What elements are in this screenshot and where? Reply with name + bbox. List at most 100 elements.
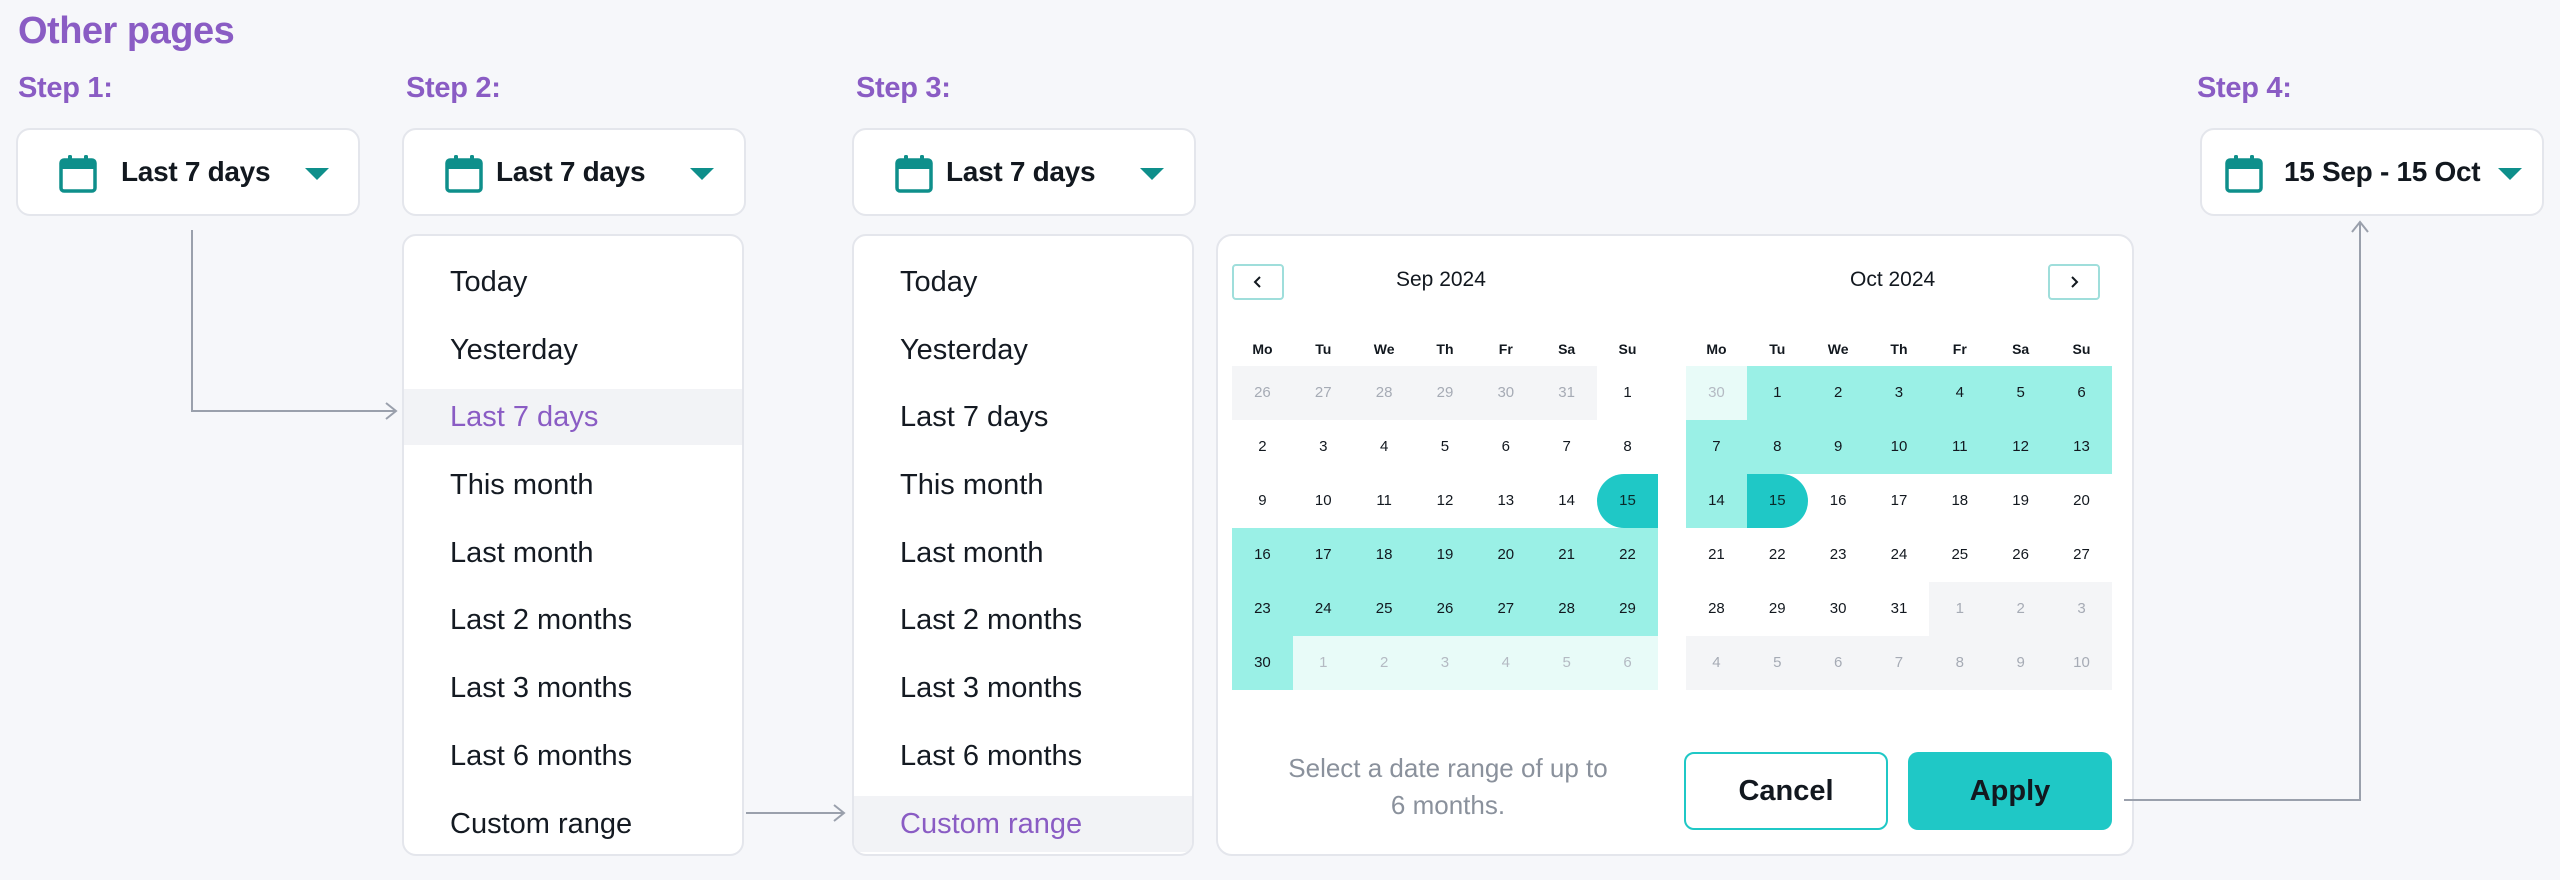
day-cell[interactable]: 29 bbox=[1597, 582, 1658, 636]
day-cell[interactable]: 23 bbox=[1232, 582, 1293, 636]
day-cell[interactable]: 11 bbox=[1376, 492, 1392, 509]
preset-item[interactable]: Custom range bbox=[854, 795, 1192, 852]
day-cell[interactable]: 4 bbox=[1929, 366, 1991, 420]
preset-item[interactable]: Last month bbox=[450, 536, 594, 569]
day-cell[interactable]: 30 bbox=[1686, 366, 1747, 420]
day-cell[interactable]: 10 bbox=[1868, 420, 1930, 474]
preset-item[interactable]: This month bbox=[900, 469, 1044, 502]
next-month-button[interactable] bbox=[2048, 264, 2100, 300]
day-cell[interactable]: 26 bbox=[1414, 582, 1476, 636]
step-3-date-dropdown[interactable]: Last 7 days bbox=[852, 128, 1196, 216]
day-cell[interactable]: 2 bbox=[1258, 438, 1267, 455]
day-cell[interactable]: 21 bbox=[1536, 528, 1598, 582]
day-cell[interactable]: 27 bbox=[2073, 546, 2090, 563]
day-cell[interactable]: 19 bbox=[2012, 492, 2029, 509]
apply-button[interactable]: Apply bbox=[1908, 752, 2112, 830]
day-cell[interactable]: 1 bbox=[1292, 636, 1354, 690]
day-cell[interactable]: 14 bbox=[1686, 474, 1747, 528]
preset-item[interactable]: Last 6 months bbox=[450, 739, 633, 772]
day-cell[interactable]: 8 bbox=[1623, 438, 1632, 455]
day-cell[interactable]: 11 bbox=[1929, 420, 1991, 474]
day-cell[interactable]: 5 bbox=[1746, 636, 1808, 690]
day-cell[interactable]: 29 bbox=[1414, 366, 1476, 420]
day-cell[interactable]: 3 bbox=[1414, 636, 1476, 690]
preset-item[interactable]: Last 6 months bbox=[900, 739, 1083, 772]
day-cell[interactable]: 6 bbox=[1597, 636, 1658, 690]
day-cell[interactable]: 16 bbox=[1829, 492, 1847, 509]
preset-item[interactable]: Yesterday bbox=[450, 333, 578, 366]
day-cell[interactable]: 25 bbox=[1353, 582, 1415, 636]
day-cell[interactable]: 23 bbox=[1829, 546, 1847, 563]
day-cell[interactable]: 3 bbox=[2051, 582, 2112, 636]
day-cell[interactable]: 7 bbox=[1562, 438, 1571, 455]
preset-item[interactable]: Last 7 days bbox=[404, 389, 742, 446]
day-cell[interactable]: 8 bbox=[1746, 420, 1808, 474]
day-cell[interactable]: 1 bbox=[1623, 384, 1632, 401]
day-cell[interactable]: 2 bbox=[1990, 582, 2052, 636]
preset-item[interactable]: Custom range bbox=[450, 807, 633, 840]
day-cell[interactable]: 31 bbox=[1890, 600, 1908, 617]
day-cell[interactable]: 24 bbox=[1890, 546, 1908, 563]
day-cell[interactable]: 5 bbox=[1536, 636, 1598, 690]
day-cell[interactable]: 25 bbox=[1951, 546, 1969, 563]
day-cell[interactable]: 2 bbox=[1807, 366, 1869, 420]
day-cell[interactable]: 10 bbox=[1314, 492, 1332, 509]
day-cell[interactable]: 9 bbox=[1807, 420, 1869, 474]
step-2-date-dropdown[interactable]: Last 7 days bbox=[402, 128, 746, 216]
step-4-date-dropdown[interactable]: 15 Sep - 15 Oct bbox=[2200, 128, 2544, 216]
day-cell[interactable]: 20 bbox=[1475, 528, 1537, 582]
preset-item[interactable]: Last 3 months bbox=[900, 672, 1083, 705]
preset-item[interactable]: Last 7 days bbox=[900, 401, 1049, 434]
preset-item[interactable]: Last month bbox=[900, 536, 1044, 569]
day-cell[interactable]: 30 bbox=[1232, 636, 1293, 690]
day-cell[interactable]: 14 bbox=[1558, 492, 1575, 509]
day-cell[interactable]: 17 bbox=[1292, 528, 1354, 582]
day-cell[interactable]: 9 bbox=[1258, 492, 1267, 509]
day-cell[interactable]: 27 bbox=[1475, 582, 1537, 636]
day-cell[interactable]: 20 bbox=[2073, 492, 2090, 509]
day-cell[interactable]: 28 bbox=[1708, 600, 1725, 617]
day-cell[interactable]: 28 bbox=[1353, 366, 1415, 420]
preset-item[interactable]: Last 2 months bbox=[450, 604, 633, 637]
day-cell[interactable]: 9 bbox=[1990, 636, 2052, 690]
day-cell[interactable]: 18 bbox=[1951, 492, 1969, 509]
day-cell[interactable]: 6 bbox=[2051, 366, 2112, 420]
day-cell[interactable]: 10 bbox=[2051, 636, 2112, 690]
day-cell[interactable]: 22 bbox=[1768, 546, 1786, 563]
day-cell[interactable]: 5 bbox=[1440, 438, 1450, 455]
preset-item[interactable]: This month bbox=[450, 469, 594, 502]
day-cell[interactable]: 24 bbox=[1292, 582, 1354, 636]
day-cell[interactable]: 6 bbox=[1807, 636, 1869, 690]
day-cell[interactable]: 15 bbox=[1597, 474, 1658, 528]
day-cell[interactable]: 1 bbox=[1746, 366, 1808, 420]
day-cell[interactable]: 22 bbox=[1597, 528, 1658, 582]
day-cell[interactable]: 12 bbox=[1436, 492, 1454, 509]
day-cell[interactable]: 2 bbox=[1353, 636, 1415, 690]
step-1-date-dropdown[interactable]: Last 7 days bbox=[16, 128, 360, 216]
day-cell[interactable]: 26 bbox=[2012, 546, 2029, 563]
cancel-button[interactable]: Cancel bbox=[1684, 752, 1888, 830]
preset-item[interactable]: Last 2 months bbox=[900, 604, 1083, 637]
day-cell[interactable]: 13 bbox=[1497, 492, 1515, 509]
preset-item[interactable]: Yesterday bbox=[900, 333, 1028, 366]
day-cell[interactable]: 28 bbox=[1536, 582, 1598, 636]
preset-item[interactable]: Last 3 months bbox=[450, 672, 633, 705]
preset-item[interactable]: Today bbox=[900, 266, 978, 298]
day-cell[interactable]: 12 bbox=[1990, 420, 2052, 474]
day-cell[interactable]: 1 bbox=[1929, 582, 1991, 636]
day-cell[interactable]: 26 bbox=[1232, 366, 1293, 420]
day-cell[interactable]: 13 bbox=[2051, 420, 2112, 474]
day-cell[interactable]: 19 bbox=[1414, 528, 1476, 582]
day-cell[interactable]: 7 bbox=[1868, 636, 1930, 690]
prev-month-button[interactable] bbox=[1232, 264, 1284, 300]
day-cell[interactable]: 6 bbox=[1501, 438, 1510, 455]
preset-item[interactable]: Today bbox=[450, 266, 528, 298]
day-cell[interactable]: 17 bbox=[1890, 492, 1908, 509]
day-cell[interactable]: 15 bbox=[1746, 474, 1808, 528]
day-cell[interactable]: 21 bbox=[1708, 546, 1725, 563]
day-cell[interactable]: 3 bbox=[1319, 438, 1328, 455]
day-cell[interactable]: 31 bbox=[1536, 366, 1598, 420]
day-cell[interactable]: 5 bbox=[1990, 366, 2052, 420]
day-cell[interactable]: 16 bbox=[1232, 528, 1293, 582]
day-cell[interactable]: 30 bbox=[1475, 366, 1537, 420]
